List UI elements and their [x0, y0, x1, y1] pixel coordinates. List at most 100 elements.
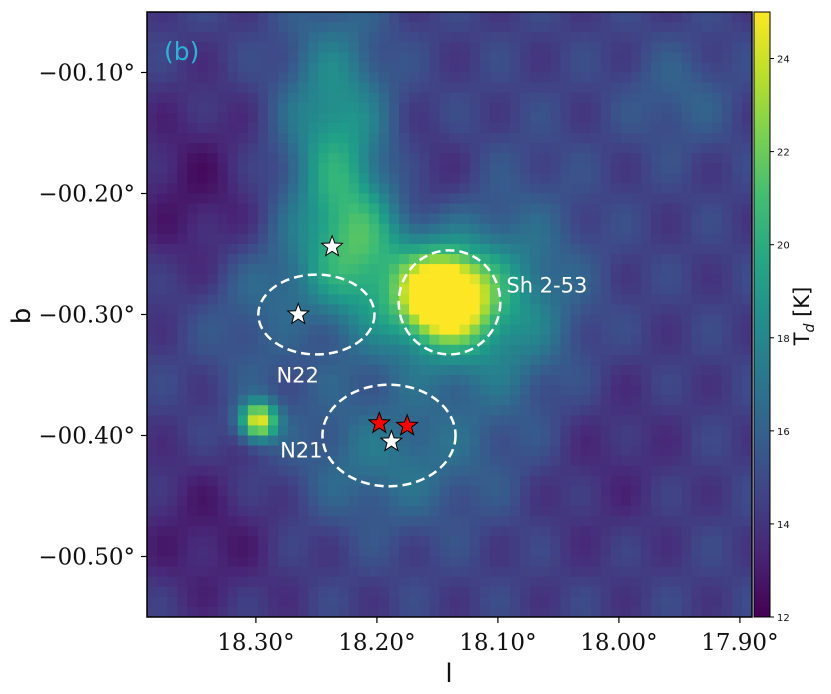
map-pixel [469, 284, 481, 295]
map-pixel [429, 496, 441, 507]
map-pixel [439, 304, 451, 316]
map-pixel [419, 183, 430, 195]
map-pixel [298, 133, 309, 144]
map-pixel [711, 183, 723, 195]
map-pixel [439, 405, 451, 416]
map-pixel [298, 274, 309, 285]
map-pixel [479, 496, 491, 507]
map-pixel [479, 213, 491, 225]
map-pixel [580, 193, 592, 205]
map-pixel [741, 314, 752, 326]
map-pixel [449, 153, 461, 164]
map-pixel [681, 556, 693, 568]
map-pixel [197, 455, 209, 467]
map-pixel [207, 284, 219, 295]
map-pixel [691, 92, 703, 104]
map-pixel [600, 243, 612, 255]
map-pixel [197, 485, 209, 497]
map-pixel [701, 82, 713, 94]
map-pixel [217, 254, 229, 265]
map-pixel [157, 596, 168, 608]
map-pixel [419, 22, 430, 33]
map-pixel [610, 112, 622, 124]
map-pixel [237, 143, 249, 154]
map-pixel [308, 354, 320, 366]
map-pixel [167, 213, 178, 225]
map-pixel [328, 193, 340, 205]
map-pixel [721, 32, 733, 43]
map-pixel [399, 133, 410, 144]
map-pixel [157, 173, 168, 185]
map-pixel [560, 82, 572, 94]
map-pixel [268, 506, 279, 517]
map-pixel [157, 506, 168, 517]
map-pixel [439, 102, 451, 114]
map-pixel [298, 465, 309, 477]
map-pixel [308, 324, 320, 336]
map-pixel [570, 516, 582, 527]
map-pixel [217, 485, 229, 497]
map-pixel [489, 455, 501, 467]
map-pixel [510, 536, 521, 548]
map-pixel [227, 566, 239, 578]
map-pixel [671, 506, 683, 517]
map-pixel [741, 516, 752, 527]
map-pixel [520, 516, 531, 527]
map-pixel [177, 82, 188, 94]
map-pixel [600, 465, 612, 477]
map-pixel [499, 425, 511, 437]
map-pixel [721, 556, 733, 568]
map-pixel [499, 364, 511, 376]
map-pixel [510, 485, 521, 497]
map-pixel [439, 153, 451, 164]
map-pixel [368, 344, 380, 356]
map-pixel [711, 375, 723, 386]
map-pixel [540, 536, 551, 548]
map-pixel [358, 122, 370, 134]
map-pixel [348, 22, 360, 33]
map-pixel [278, 62, 289, 74]
map-pixel [328, 395, 340, 406]
map-pixel [610, 274, 622, 285]
map-pixel [227, 546, 239, 558]
map-pixel [459, 42, 471, 53]
map-pixel [741, 233, 752, 245]
map-pixel [217, 354, 229, 366]
map-pixel [207, 405, 219, 416]
map-pixel [378, 173, 390, 185]
map-pixel [429, 62, 441, 74]
map-pixel [439, 243, 451, 255]
map-pixel [661, 415, 672, 427]
map-pixel [338, 223, 350, 235]
map-pixel [257, 304, 269, 316]
map-pixel [540, 82, 551, 94]
map-pixel [328, 324, 340, 336]
map-pixel [489, 375, 501, 386]
map-pixel [308, 475, 320, 487]
map-pixel [187, 102, 199, 114]
map-pixel [328, 415, 340, 427]
map-pixel [489, 173, 501, 185]
map-pixel [651, 546, 662, 558]
map-pixel [671, 566, 683, 578]
map-pixel [671, 32, 683, 43]
map-pixel [268, 62, 279, 74]
map-pixel [429, 203, 441, 215]
map-pixel [268, 233, 279, 245]
map-pixel [227, 274, 239, 285]
map-pixel [671, 213, 683, 225]
map-pixel [530, 304, 541, 316]
map-pixel [257, 233, 269, 245]
map-pixel [580, 475, 592, 487]
map-pixel [399, 92, 410, 104]
map-pixel [570, 203, 582, 215]
map-pixel [378, 32, 390, 43]
map-pixel [459, 284, 471, 295]
map-pixel [147, 506, 158, 517]
map-pixel [217, 112, 229, 124]
map-pixel [147, 143, 158, 154]
map-pixel [530, 566, 541, 578]
map-pixel [288, 264, 299, 275]
map-pixel [378, 193, 390, 205]
map-pixel [620, 62, 632, 74]
